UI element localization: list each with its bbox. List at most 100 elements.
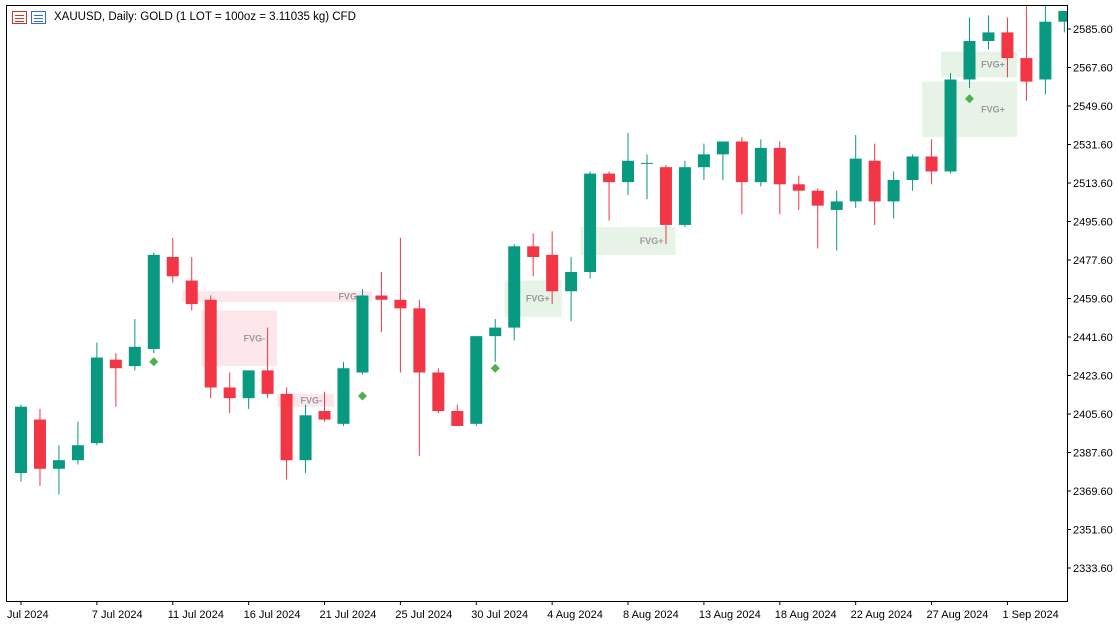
candle-body <box>849 158 862 202</box>
y-tick-label: 2567.60 <box>1073 63 1113 75</box>
candle-body <box>754 147 767 183</box>
y-tick-label: 2585.60 <box>1073 24 1113 36</box>
candle-body <box>413 308 426 373</box>
candle-body <box>982 32 995 41</box>
x-tick-label: 27 Aug 2024 <box>927 609 989 621</box>
y-tick-label: 2441.60 <box>1073 332 1113 344</box>
candle-body <box>147 254 160 349</box>
x-tick-label: 21 Jul 2024 <box>320 609 377 621</box>
x-tick-label: 16 Jul 2024 <box>244 609 301 621</box>
candle-body <box>697 154 710 168</box>
candle-body <box>223 387 236 399</box>
candle-body <box>432 372 445 412</box>
signal-diamond <box>965 94 974 104</box>
candle-body <box>584 173 597 272</box>
fvg-label: FVG+ <box>640 236 664 246</box>
x-tick-label: 7 Jul 2024 <box>92 609 143 621</box>
y-tick-label: 2549.60 <box>1073 101 1113 113</box>
signal-diamond <box>149 357 159 367</box>
fvg-zone <box>182 291 372 302</box>
candle-body <box>375 295 388 300</box>
y-tick-label: 2387.60 <box>1073 448 1113 460</box>
candle-body <box>716 141 729 155</box>
fvg-zone <box>580 227 676 255</box>
x-tick-label: 18 Aug 2024 <box>775 609 837 621</box>
candle-body <box>1039 21 1052 80</box>
x-tick-label: 11 Jul 2024 <box>168 609 224 621</box>
candle-body <box>394 299 407 309</box>
plot-layer: FVG- FVG- FVG- FVG+ FVG+ FVG+ FVG+ <box>15 6 1067 495</box>
signal-diamond <box>357 391 367 401</box>
fvg-label: FVG+ <box>981 104 1005 114</box>
candle-body <box>356 295 369 373</box>
candle-body <box>299 415 312 461</box>
x-tick-label: 30 Jul 2024 <box>471 609 528 621</box>
candle-body <box>622 160 635 183</box>
candle-body <box>944 79 957 172</box>
candle-body <box>71 445 84 461</box>
candle-body <box>451 411 464 426</box>
candle-body <box>128 346 141 367</box>
candle-body <box>33 419 46 469</box>
candle-body <box>52 460 65 469</box>
candle-body <box>963 40 976 80</box>
x-tick-label: 22 Aug 2024 <box>851 609 913 621</box>
candle-body <box>166 257 179 277</box>
candle-body <box>185 280 198 305</box>
candle-body <box>811 190 824 206</box>
chart-title: XAUUSD, Daily: GOLD (1 LOT = 100oz = 3.1… <box>54 11 356 23</box>
y-tick-label: 2351.60 <box>1073 525 1113 537</box>
candle-body <box>15 406 27 474</box>
candle-body <box>261 370 274 394</box>
chart-window-icon[interactable] <box>12 10 27 24</box>
y-tick-label: 2423.60 <box>1073 371 1113 383</box>
y-tick-label: 2477.60 <box>1073 255 1113 267</box>
fvg-zone <box>922 81 1017 138</box>
candle-body <box>90 357 103 444</box>
candle-body <box>830 201 843 210</box>
signal-diamond <box>490 363 500 373</box>
candle-body <box>925 156 938 172</box>
x-tick-label: 8 Aug 2024 <box>623 609 679 621</box>
candle-body <box>868 160 881 202</box>
fvg-label: FVG+ <box>526 294 550 304</box>
candle-body <box>906 156 919 181</box>
fvg-label: FVG- <box>244 333 266 343</box>
x-tick-label: Jul 2024 <box>7 609 49 621</box>
x-tick-label: 1 Sep 2024 <box>1002 609 1058 621</box>
candle-body <box>280 393 293 461</box>
candle-body <box>659 167 672 225</box>
x-tick-label: 4 Aug 2024 <box>547 609 603 621</box>
candle-body <box>887 180 900 202</box>
candle-body <box>242 370 255 399</box>
fvg-label: FVG- <box>338 292 360 302</box>
y-tick-label: 2405.60 <box>1073 409 1113 421</box>
y-tick-label: 2495.60 <box>1073 217 1113 229</box>
candle-body <box>508 246 521 328</box>
symbol-icon[interactable] <box>31 10 46 24</box>
x-tick-label: 25 Jul 2024 <box>395 609 452 621</box>
y-tick-label: 2459.60 <box>1073 294 1113 306</box>
fvg-label: FVG+ <box>981 60 1005 70</box>
y-tick-label: 2513.60 <box>1073 178 1113 190</box>
candle-body <box>1001 32 1014 59</box>
candle-body <box>470 336 483 424</box>
candle-body <box>546 254 559 292</box>
candle-body <box>1020 58 1033 82</box>
candle-body <box>318 411 331 420</box>
candle-body <box>204 299 217 388</box>
x-tick-label: 13 Aug 2024 <box>699 609 761 621</box>
candle-body <box>735 141 748 183</box>
candle-body <box>109 359 122 369</box>
y-tick-label: 2333.60 <box>1073 563 1113 575</box>
fvg-label: FVG- <box>301 395 323 405</box>
candle-body <box>527 246 540 258</box>
candle-body <box>565 271 578 292</box>
candle-body <box>489 327 502 337</box>
candle-body <box>641 162 654 164</box>
candle-body <box>1058 11 1067 22</box>
y-tick-label: 2369.60 <box>1073 486 1113 498</box>
y-tick-label: 2531.60 <box>1073 140 1113 152</box>
candle-body <box>603 173 616 183</box>
